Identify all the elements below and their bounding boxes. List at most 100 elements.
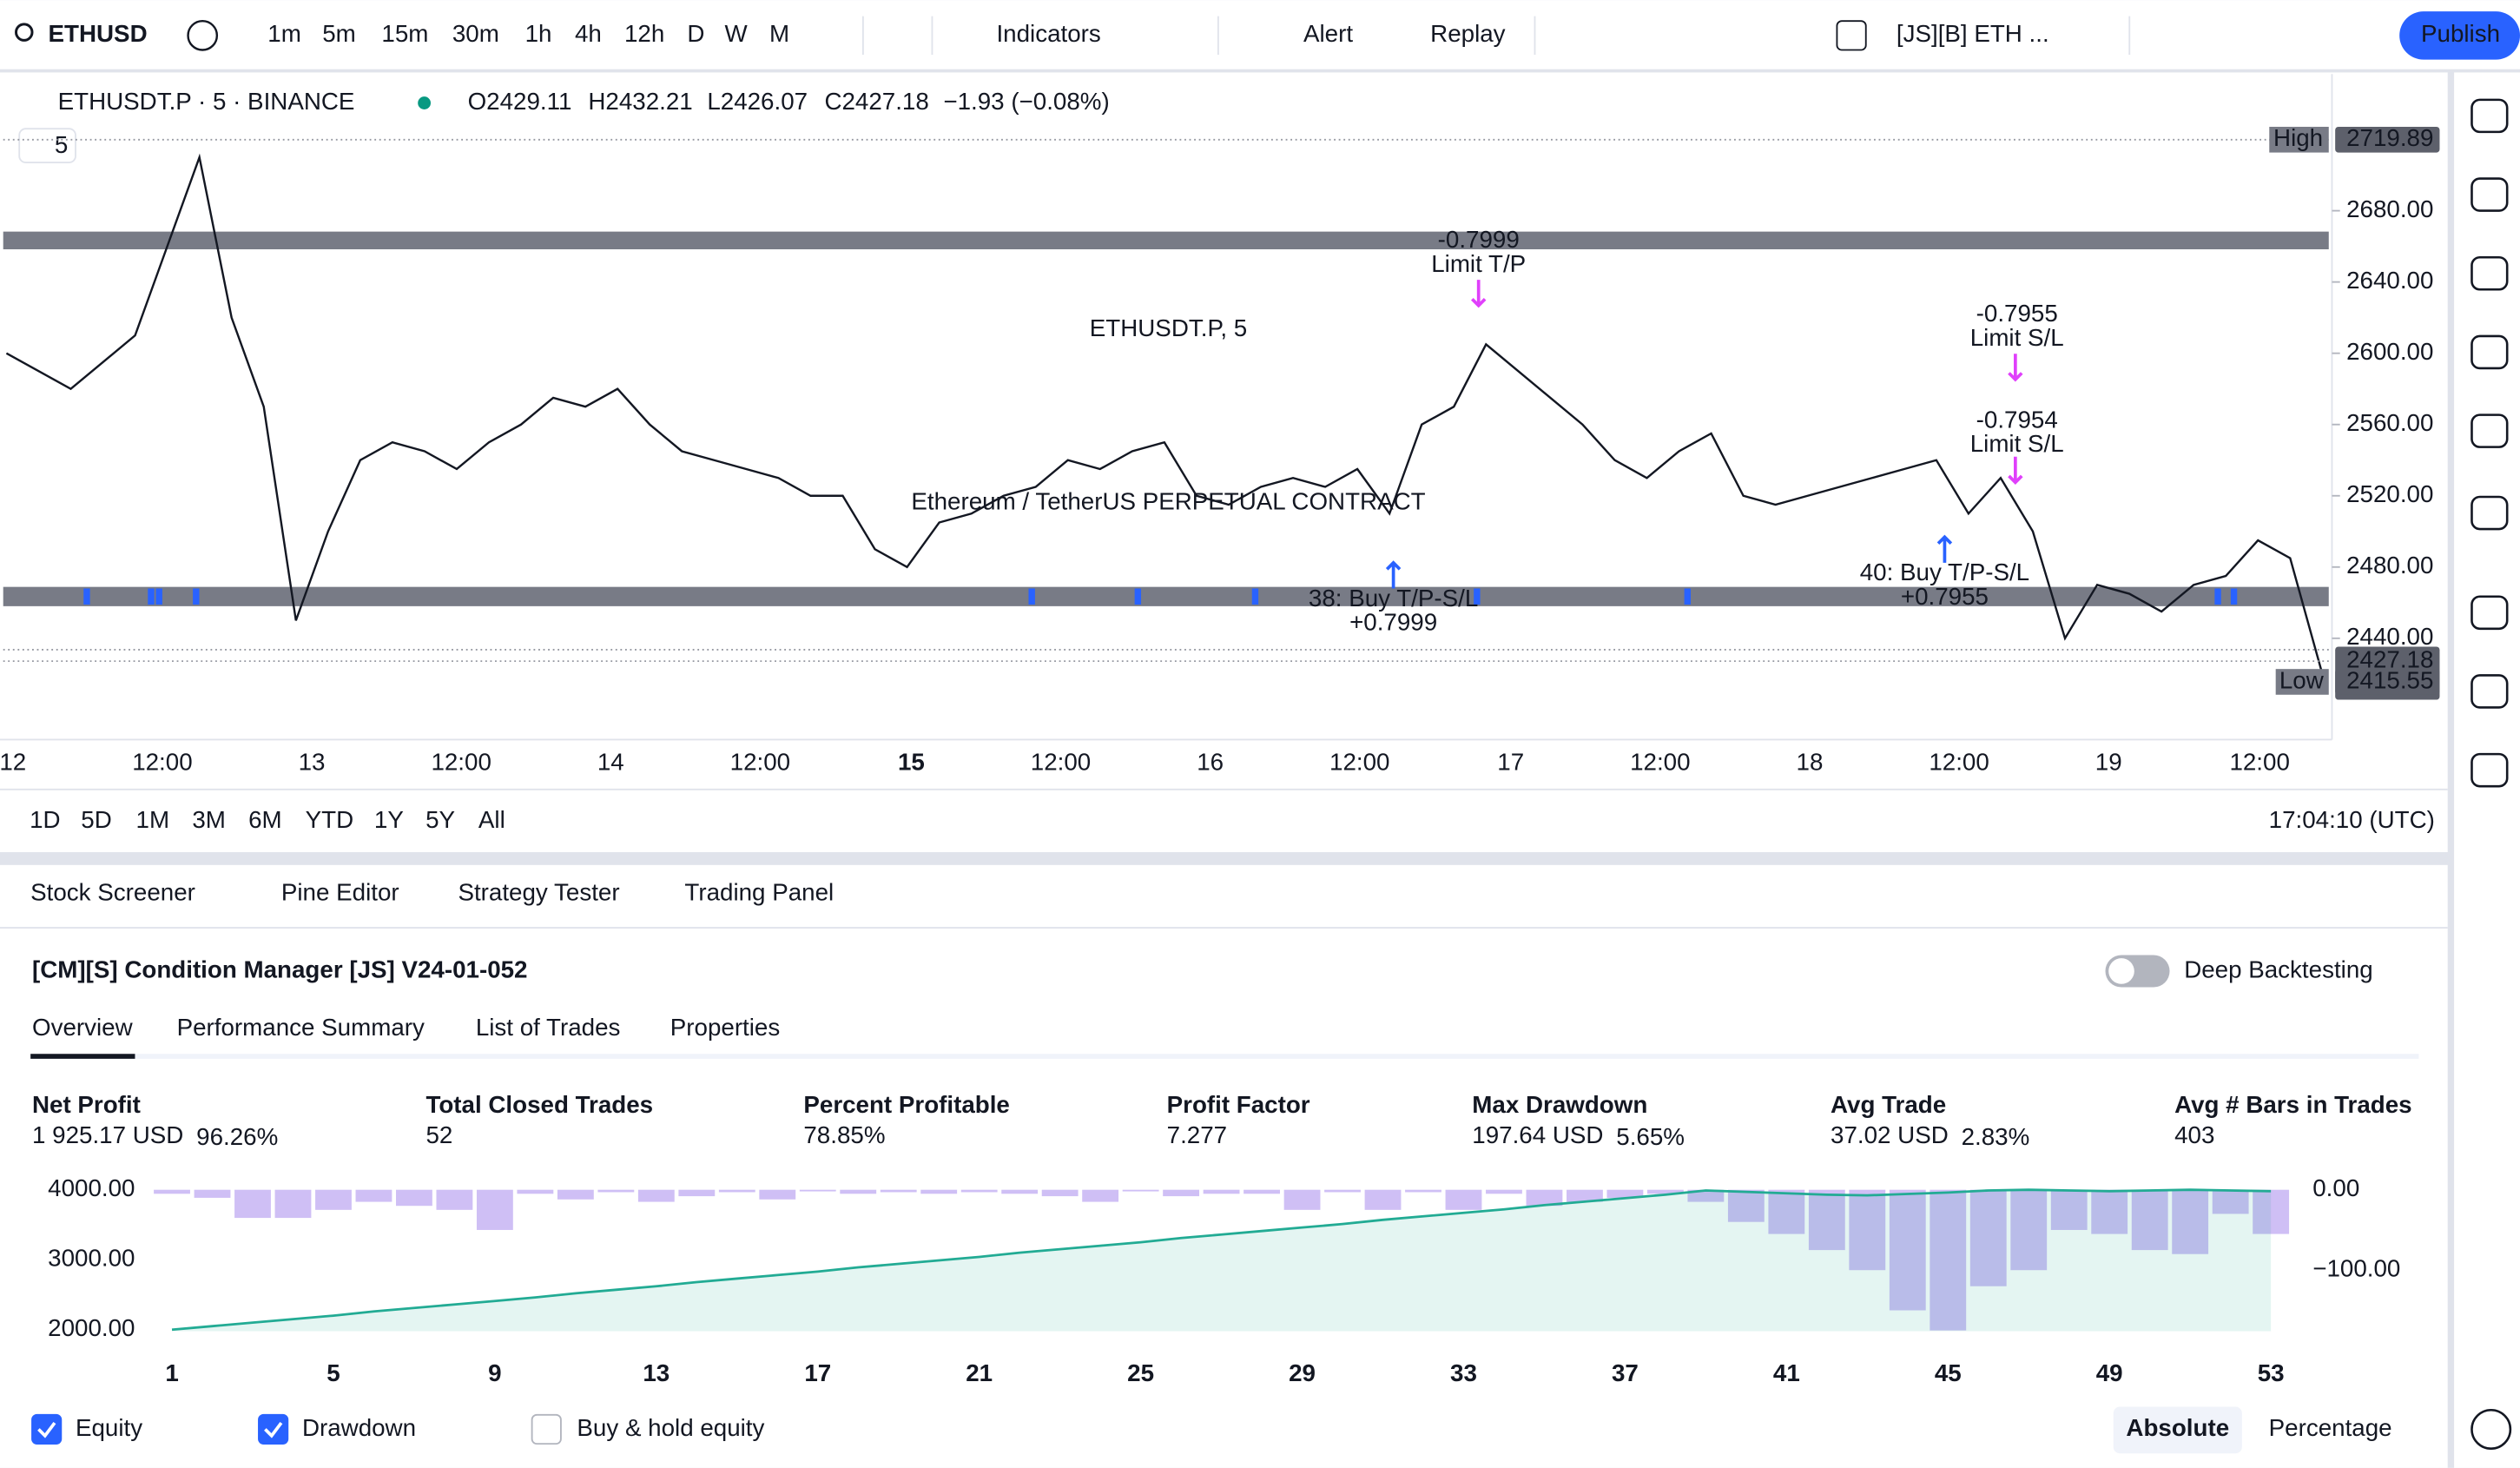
subtab[interactable]: Performance Summary bbox=[177, 1014, 425, 1041]
sidebar-icon[interactable] bbox=[2471, 177, 2509, 212]
metric-label: Avg Trade bbox=[1831, 1091, 1946, 1118]
publish-button[interactable] bbox=[2399, 11, 2520, 60]
deep-backtesting-label[interactable]: Deep Backtesting bbox=[2184, 956, 2373, 982]
price-tick-label: 2640.00 bbox=[2346, 267, 2433, 294]
equity-line bbox=[171, 1188, 2272, 1332]
watermark: ETHUSDT.P, 5 bbox=[1090, 314, 1247, 341]
checkmark bbox=[264, 1421, 283, 1438]
replay-button[interactable]: Replay bbox=[1430, 20, 1506, 47]
interval-button[interactable]: 1h bbox=[525, 20, 552, 47]
range-button[interactable]: All bbox=[478, 806, 505, 833]
indicators-button[interactable]: Indicators bbox=[996, 20, 1100, 47]
range-button[interactable]: YTD bbox=[306, 806, 354, 833]
sidebar-icon[interactable] bbox=[2471, 495, 2509, 531]
subtab[interactable]: List of Trades bbox=[476, 1014, 621, 1041]
interval-button[interactable]: 1m bbox=[267, 20, 301, 47]
alert-button[interactable]: Alert bbox=[1303, 20, 1353, 47]
interval-button[interactable]: 4h bbox=[575, 20, 602, 47]
drawdown-bar bbox=[1445, 1189, 1482, 1210]
drawdown-bar bbox=[1324, 1189, 1361, 1193]
drawdown-bar bbox=[2253, 1189, 2290, 1234]
interval-badge[interactable] bbox=[18, 128, 76, 163]
time-axis-label: 12:00 bbox=[132, 749, 192, 776]
drawdown-bar bbox=[1405, 1189, 1441, 1193]
drawdown-bar bbox=[234, 1189, 271, 1219]
drawdown-bar bbox=[1606, 1189, 1644, 1198]
sidebar-icon[interactable] bbox=[2471, 255, 2509, 291]
interval-button[interactable]: W bbox=[725, 20, 749, 47]
sidebar-icon[interactable] bbox=[2471, 1408, 2512, 1450]
drawdown-bar bbox=[2050, 1189, 2088, 1230]
legend-symbol: ETHUSDT.P · 5 · BINANCE bbox=[58, 88, 355, 115]
sidebar-icon[interactable] bbox=[2471, 595, 2509, 631]
symbol[interactable]: ETHUSD bbox=[49, 20, 148, 47]
trade-marker bbox=[1684, 588, 1692, 605]
drawdown-bar bbox=[1082, 1189, 1119, 1202]
drawdown-bar bbox=[637, 1189, 675, 1202]
drawdown-bar bbox=[597, 1189, 635, 1193]
legend-checkbox[interactable] bbox=[258, 1413, 289, 1445]
time-axis-label: 12:00 bbox=[1031, 749, 1091, 776]
trade-marker bbox=[1028, 588, 1035, 605]
trade-marker bbox=[155, 588, 162, 605]
drawdown-bar bbox=[1163, 1189, 1200, 1197]
price-tick-label: 2520.00 bbox=[2346, 480, 2433, 507]
legend-high: H2432.21 bbox=[588, 88, 692, 115]
range-button[interactable]: 5Y bbox=[425, 806, 455, 833]
legend-checkbox[interactable] bbox=[531, 1413, 562, 1445]
trade-arrow bbox=[2008, 354, 2023, 382]
range-button[interactable]: 1M bbox=[136, 806, 170, 833]
equity-tick-label: 3000.00 bbox=[48, 1245, 135, 1272]
sidebar-icon[interactable] bbox=[2471, 413, 2509, 448]
drawdown-bar bbox=[355, 1189, 393, 1202]
sidebar-icon[interactable] bbox=[2471, 674, 2509, 709]
legend-label[interactable]: Drawdown bbox=[302, 1414, 416, 1441]
interval-button[interactable]: D bbox=[687, 20, 704, 47]
drawdown-bar bbox=[1646, 1189, 1684, 1194]
price-line bbox=[5, 153, 2324, 675]
interval-button[interactable]: 30m bbox=[452, 20, 499, 47]
mode-active bbox=[2113, 1406, 2242, 1454]
interval-button[interactable]: 12h bbox=[624, 20, 664, 47]
metric-value: 197.64 USD bbox=[1472, 1121, 1603, 1148]
add-symbol[interactable] bbox=[187, 19, 219, 51]
interval-button[interactable]: 15m bbox=[381, 20, 428, 47]
trade-tick-label: 45 bbox=[1935, 1359, 1962, 1386]
range-button[interactable]: 5D bbox=[81, 806, 111, 833]
drawdown-bar bbox=[1244, 1189, 1280, 1194]
drawdown-bar bbox=[1364, 1189, 1402, 1210]
drawdown-bar bbox=[436, 1189, 473, 1210]
mode-button[interactable]: Absolute bbox=[2126, 1414, 2229, 1441]
legend-checkbox[interactable] bbox=[31, 1413, 63, 1445]
panel-tab[interactable]: Pine Editor bbox=[281, 878, 399, 905]
low-tag bbox=[2275, 669, 2329, 695]
sidebar-icon[interactable] bbox=[2471, 752, 2509, 788]
chart-pane bbox=[0, 72, 2448, 853]
layout-name[interactable]: [JS][B] ETH ... bbox=[1897, 20, 2049, 47]
legend-label[interactable]: Equity bbox=[76, 1414, 142, 1441]
publish-label[interactable]: Publish bbox=[2421, 20, 2500, 47]
sidebar-icon[interactable] bbox=[2471, 98, 2509, 134]
range-button[interactable]: 1D bbox=[30, 806, 60, 833]
trade-arrow bbox=[1385, 560, 1402, 589]
panel-tab[interactable]: Trading Panel bbox=[684, 878, 834, 905]
drawdown-bar bbox=[1283, 1189, 1321, 1210]
drawdown-bar bbox=[1930, 1189, 1967, 1331]
sidebar-icon[interactable] bbox=[2471, 334, 2509, 370]
interval-button[interactable]: M bbox=[769, 20, 789, 47]
panel-tab[interactable]: Strategy Tester bbox=[458, 878, 619, 905]
magnifier-icon bbox=[15, 23, 34, 42]
interval-button[interactable]: 5m bbox=[322, 20, 356, 47]
layout-checkbox[interactable] bbox=[1836, 20, 1867, 51]
range-button[interactable]: 6M bbox=[248, 806, 282, 833]
panel-tab[interactable]: Stock Screener bbox=[30, 878, 195, 905]
range-button[interactable]: 1Y bbox=[374, 806, 404, 833]
metric-percent: 2.83% bbox=[1962, 1123, 2030, 1150]
subtab[interactable]: Properties bbox=[670, 1014, 780, 1041]
mode-button[interactable]: Percentage bbox=[2269, 1414, 2392, 1441]
trade-arrow bbox=[1936, 534, 1953, 563]
legend-label[interactable]: Buy & hold equity bbox=[577, 1414, 764, 1441]
subtab[interactable]: Overview bbox=[32, 1014, 134, 1041]
drawdown-bar bbox=[1122, 1189, 1159, 1192]
range-button[interactable]: 3M bbox=[192, 806, 226, 833]
